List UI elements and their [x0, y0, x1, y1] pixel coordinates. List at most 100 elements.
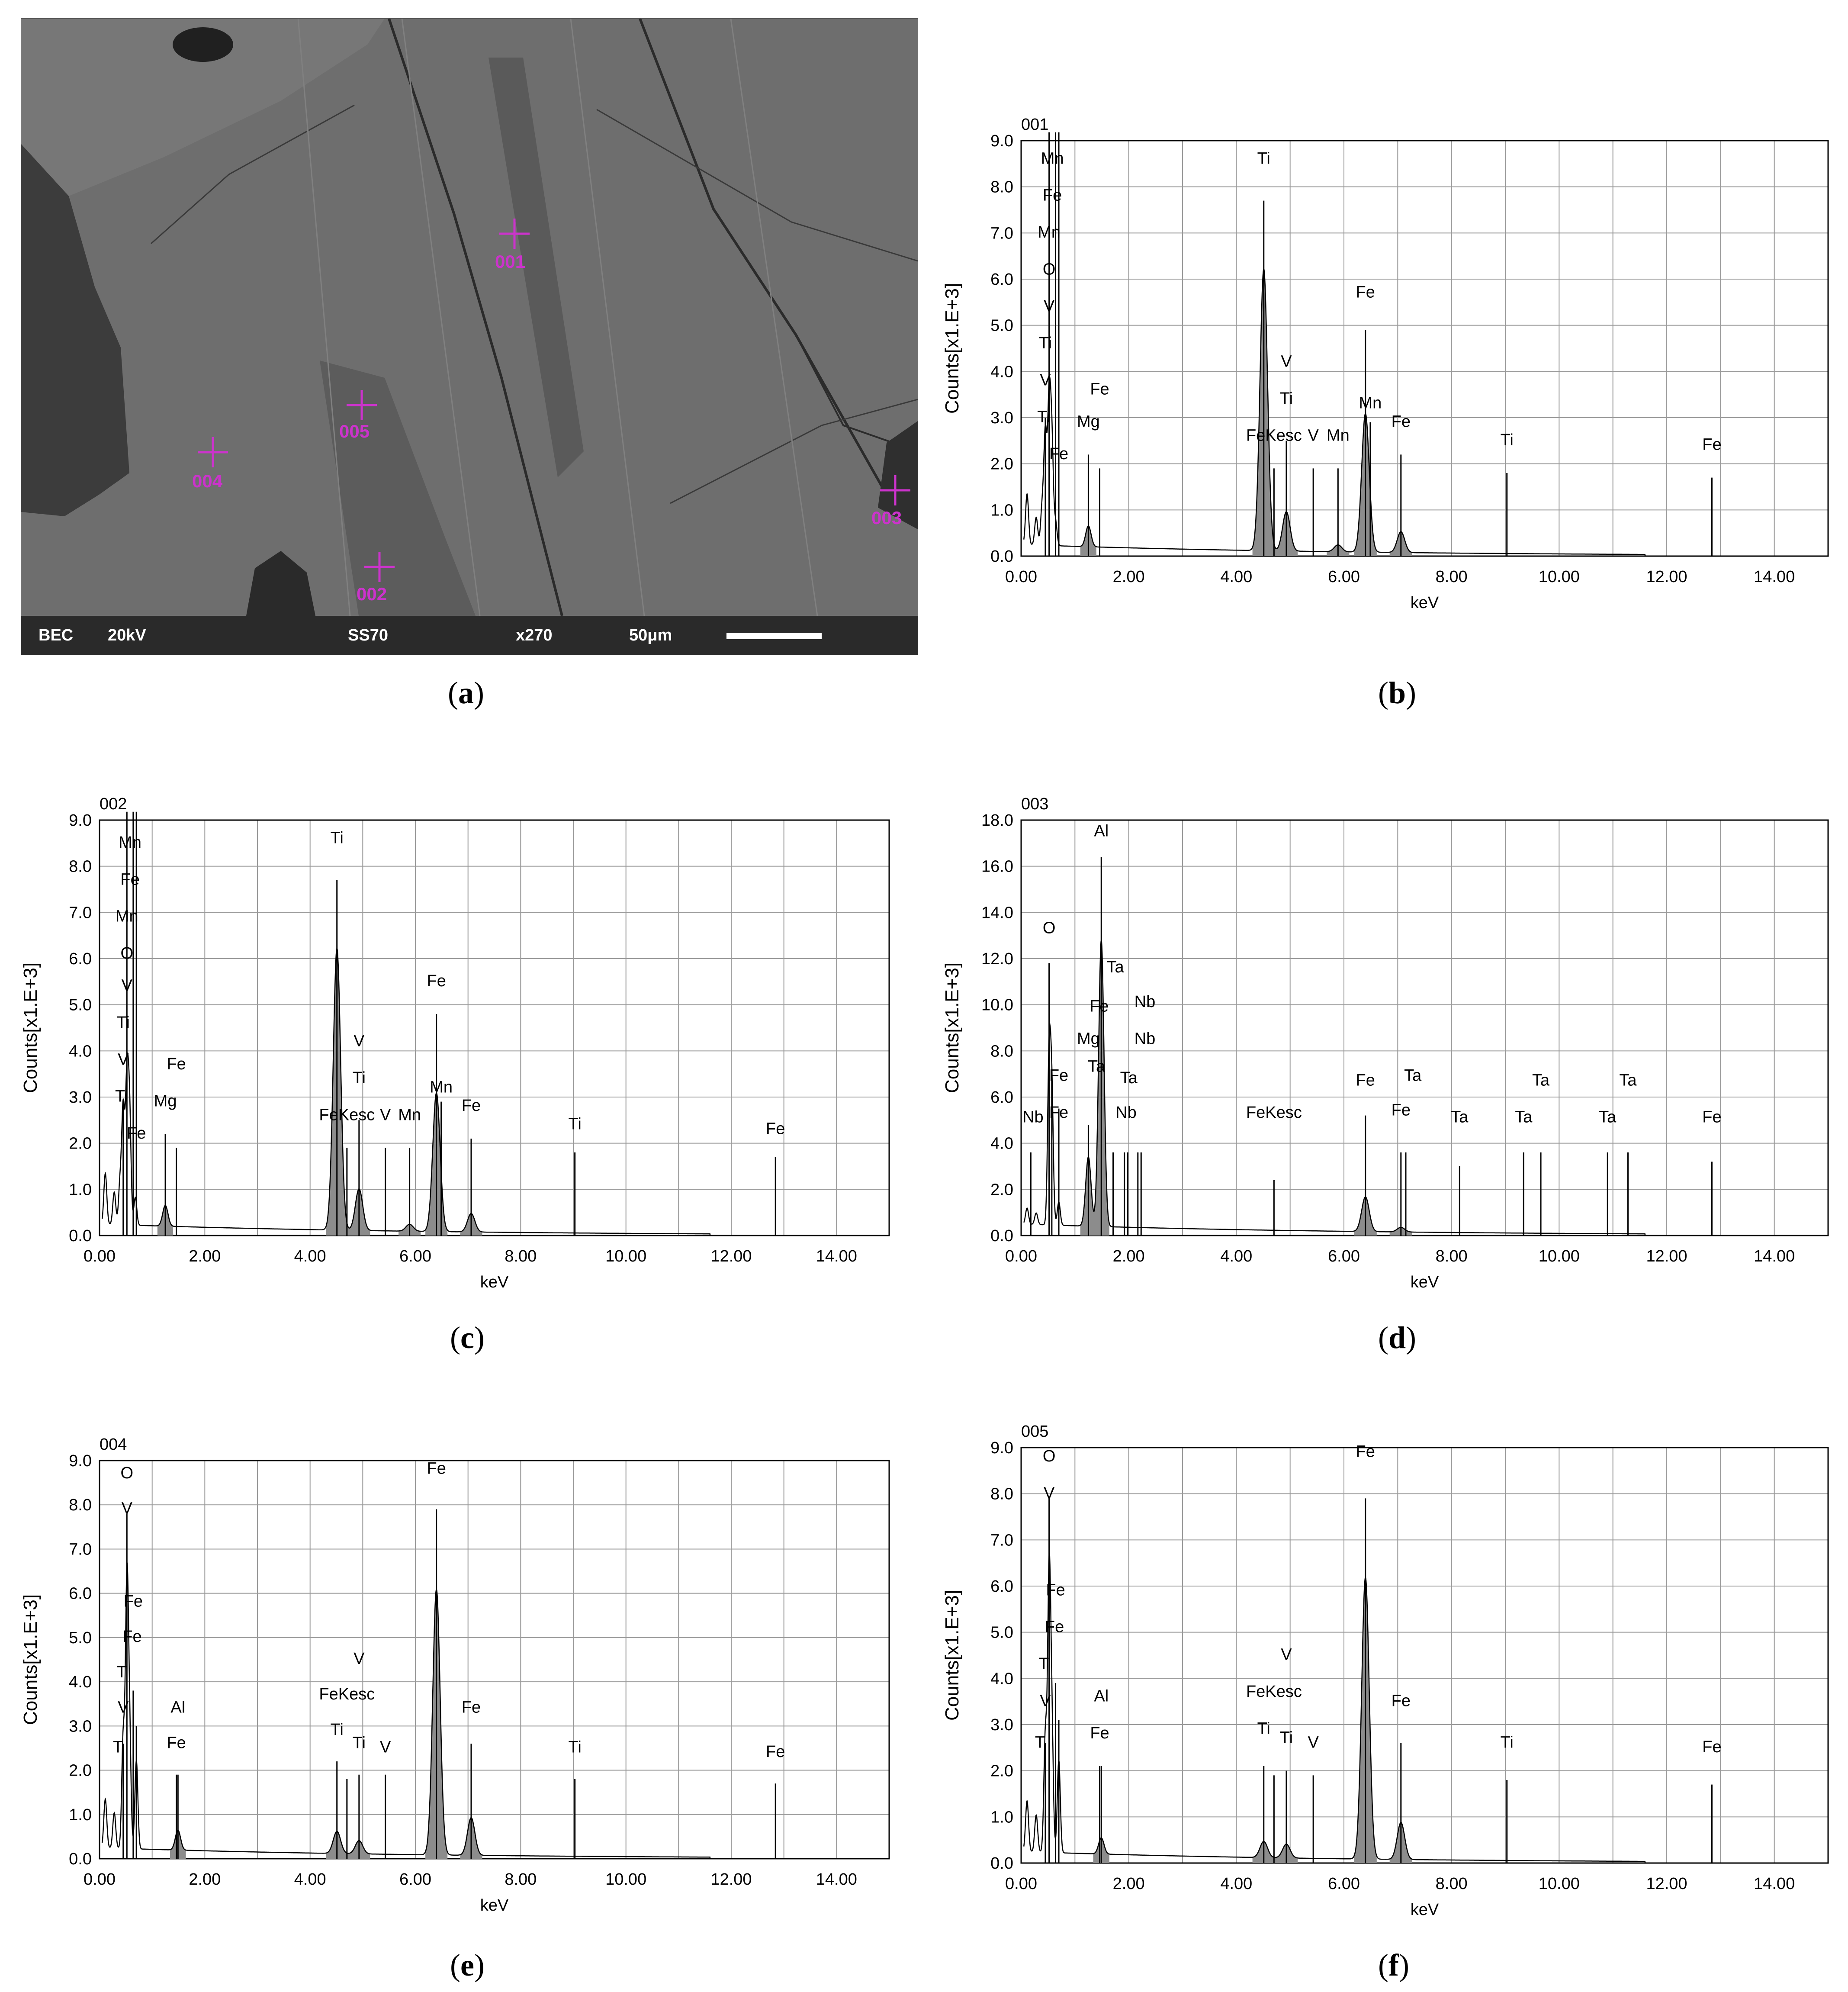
y-axis-label: Counts[x1.E+3]	[20, 1594, 41, 1725]
x-tick-label: 8.00	[505, 1870, 537, 1889]
element-label: Mn	[398, 1106, 421, 1124]
element-label: Mg	[1077, 1030, 1100, 1048]
element-label: Fe	[1356, 1442, 1375, 1461]
element-label: T	[116, 1663, 126, 1681]
element-label: Ta	[1451, 1108, 1469, 1126]
chart-title: 005	[1021, 1422, 1048, 1441]
y-tick-label: 8.0	[990, 178, 1013, 196]
x-tick-label: 8.00	[1436, 1247, 1468, 1265]
eds-chart-004: 004 0.0 1.0 2.0 3.0 4.0 5.0 6.0 7.0 8.0 9.0 0.00 2.0…	[20, 1435, 890, 1915]
element-label: T	[1035, 1733, 1045, 1751]
x-tick-label: 6.00	[1328, 1875, 1360, 1893]
element-label: Ti	[1501, 431, 1514, 449]
sem-point-label-002: 002	[357, 584, 387, 604]
element-label: Ta	[1619, 1071, 1637, 1089]
element-label: Fe	[120, 870, 139, 888]
y-tick-label: 2.0	[69, 1135, 92, 1153]
y-axis-label: Counts[x1.E+3]	[942, 1590, 963, 1721]
caption-f: (f)	[1378, 1948, 1409, 1982]
element-label: V	[1281, 353, 1292, 371]
element-label: Fe	[167, 1055, 186, 1073]
sem-point-label-004: 004	[192, 471, 223, 491]
element-label: Fe	[122, 1628, 141, 1646]
element-label: Fe	[1356, 1071, 1375, 1089]
x-tick-label: 14.00	[816, 1870, 857, 1889]
element-label: V	[354, 1032, 365, 1050]
element-label: Fe	[1046, 1581, 1065, 1599]
element-label: Mg	[1077, 412, 1100, 431]
x-tick-label: 10.00	[605, 1870, 646, 1889]
plot-frame	[1020, 140, 1829, 557]
element-label: Fe	[127, 1124, 146, 1142]
x-tick-label: 12.00	[1646, 1247, 1687, 1265]
element-label: Fe	[167, 1734, 186, 1752]
element-label: V	[1044, 1484, 1055, 1502]
x-tick-label: 4.00	[1220, 1247, 1252, 1265]
x-tick-label: 10.00	[1539, 1247, 1580, 1265]
y-tick-label: 18.0	[981, 811, 1013, 830]
x-axis-label: keV	[1411, 594, 1439, 612]
element-label: V	[1281, 1646, 1292, 1664]
element-label: V	[122, 977, 133, 995]
element-label: Ti	[1257, 149, 1270, 167]
y-tick-label: 3.0	[69, 1717, 92, 1735]
element-label: Nb	[1022, 1108, 1044, 1126]
y-tick-label: 6.0	[990, 270, 1013, 289]
element-label: Mn	[119, 833, 141, 852]
element-label: V	[380, 1106, 391, 1124]
element-label: Fe	[1702, 1738, 1721, 1756]
x-tick-label: 4.00	[294, 1247, 326, 1265]
element-label: Ti	[117, 1014, 130, 1032]
sem-mode: BEC	[39, 626, 74, 644]
element-label: V	[118, 1050, 129, 1068]
eds-spectrum-005: 005 0.0 1.0 2.0 3.0 4.0 5.0 6.0 7.0 8.0 9.0 0.00 2.0…	[922, 1406, 1848, 1939]
element-label: Ti	[1501, 1733, 1514, 1751]
y-tick-label: 6.0	[990, 1577, 1013, 1596]
chart-title: 004	[100, 1435, 127, 1454]
element-label: V	[118, 1699, 129, 1717]
element-label: Nb	[1115, 1104, 1137, 1122]
y-tick-label: 5.0	[69, 996, 92, 1014]
y-tick-label: 1.0	[990, 501, 1013, 519]
element-label: V	[1308, 1733, 1319, 1751]
y-tick-label: 5.0	[990, 317, 1013, 335]
y-tick-label: 4.0	[990, 363, 1013, 381]
sem-point-004	[198, 437, 228, 467]
sem-magnification: x270	[516, 626, 553, 644]
sem-point-002	[364, 552, 395, 582]
caption-b: (b)	[1378, 676, 1417, 710]
element-label: FeKesc	[1246, 426, 1302, 444]
sem-point-label-005: 005	[339, 421, 370, 441]
element-label: V	[1308, 426, 1319, 444]
element-label: V	[1040, 371, 1051, 389]
element-label: T	[113, 1738, 123, 1757]
sem-voltage: 20kV	[108, 626, 146, 644]
x-tick-label: 12.00	[1646, 1875, 1687, 1893]
spectrum-line	[1023, 1552, 1678, 1864]
x-tick-label: 2.00	[1113, 568, 1145, 586]
y-tick-label: 8.0	[69, 1496, 92, 1514]
element-label: Nb	[1135, 993, 1156, 1011]
element-label: Fe	[427, 1460, 446, 1478]
element-label: Ti	[1280, 1729, 1293, 1747]
spectrum-line	[101, 1562, 742, 1860]
y-tick-label: 1.0	[69, 1181, 92, 1199]
element-label: FeKesc	[1246, 1683, 1302, 1701]
y-tick-label: 0.0	[990, 1854, 1013, 1873]
y-tick-label: 3.0	[990, 1716, 1013, 1734]
element-label: Mg	[154, 1092, 177, 1110]
plot-frame	[1020, 819, 1829, 1236]
element-label: Fe	[427, 972, 446, 990]
element-label: Fe	[766, 1120, 785, 1138]
element-label: T	[1039, 1655, 1049, 1673]
element-label: Ta	[1120, 1069, 1138, 1087]
x-tick-label: 6.00	[1328, 568, 1360, 586]
element-label: Ta	[1404, 1067, 1422, 1085]
element-label: O	[1043, 260, 1056, 278]
element-label: Ti	[1039, 334, 1052, 352]
element-label: V	[1044, 297, 1055, 315]
caption-d: (d)	[1378, 1320, 1417, 1355]
y-tick-label: 5.0	[990, 1624, 1013, 1642]
element-label: Ta	[1107, 958, 1125, 976]
y-tick-label: 3.0	[990, 409, 1013, 427]
